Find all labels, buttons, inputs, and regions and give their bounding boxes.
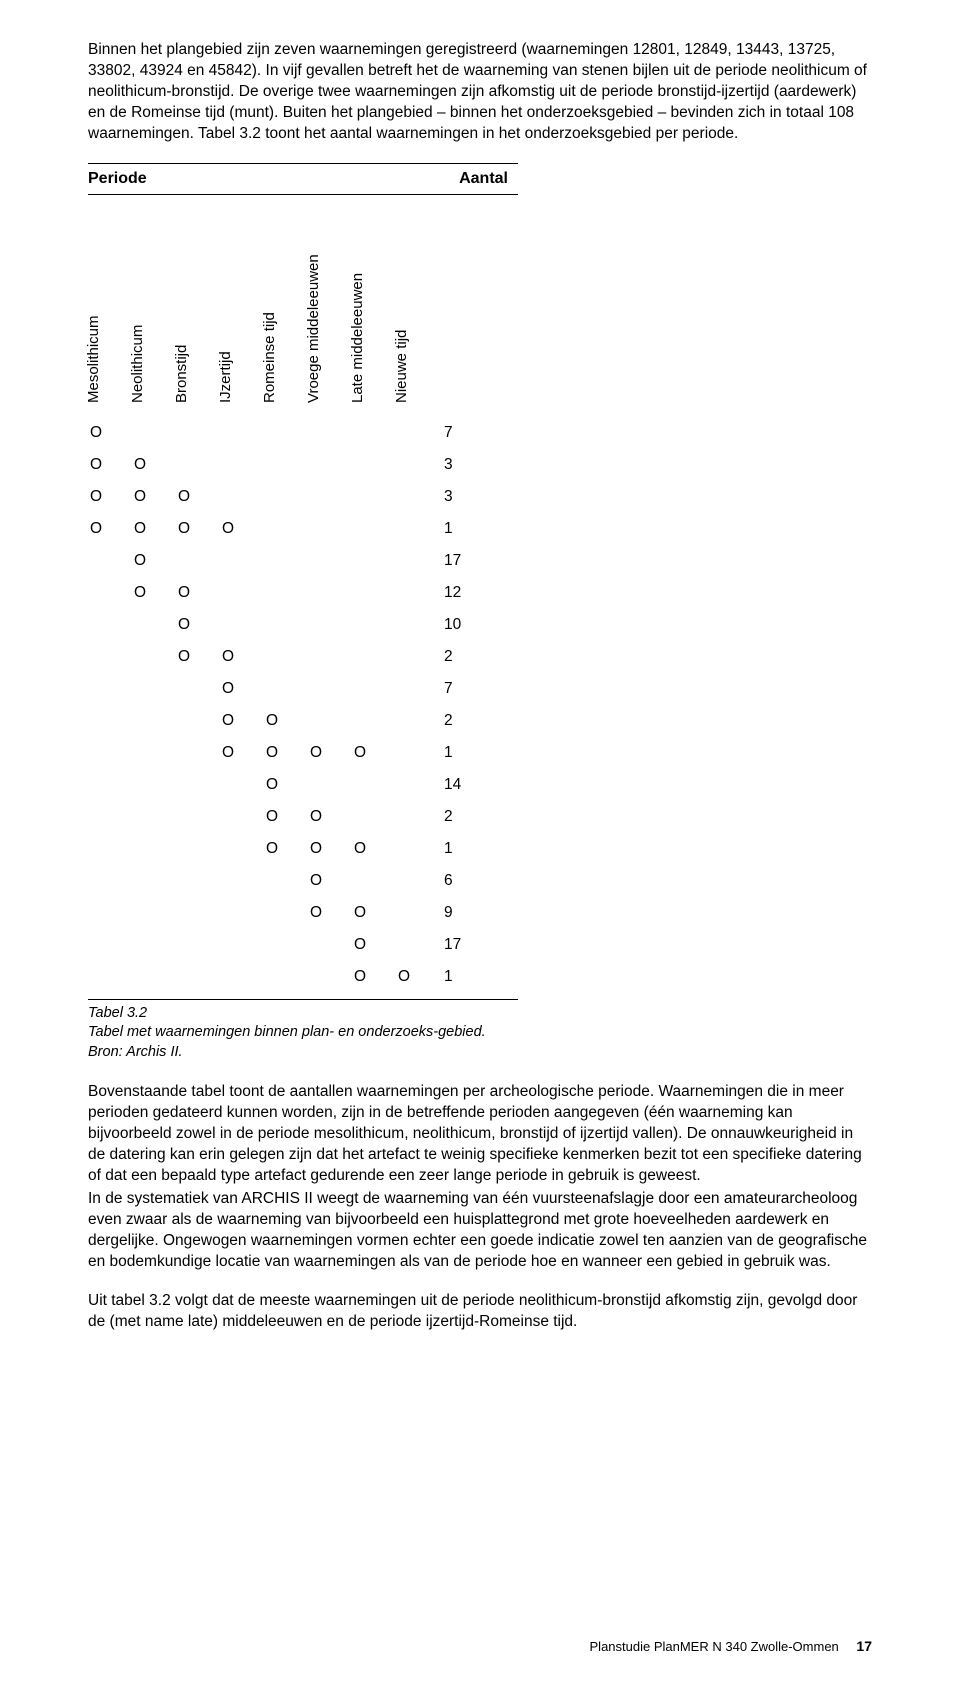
count-cell: 17 xyxy=(440,936,506,954)
table-row: O 10 xyxy=(88,609,518,641)
table-cell: O xyxy=(176,616,220,634)
table-cell: O xyxy=(88,520,132,538)
table-row: OO1 xyxy=(88,961,518,993)
table-cell: O xyxy=(132,584,176,602)
table-row: OO 3 xyxy=(88,449,518,481)
count-cell: 3 xyxy=(440,456,506,474)
table-cell: O xyxy=(220,648,264,666)
table-row: O7 xyxy=(88,673,518,705)
column-header: Neolithicum xyxy=(129,324,146,402)
table-cell: O xyxy=(176,584,220,602)
table-cell: O xyxy=(220,744,264,762)
column-header: Late middeleeuwen xyxy=(349,273,366,403)
table-cell: O xyxy=(176,648,220,666)
table-cell: O xyxy=(132,488,176,506)
count-cell: 1 xyxy=(440,968,506,986)
table-cell: O xyxy=(396,968,440,986)
table-cell: O xyxy=(176,488,220,506)
intro-paragraph: Binnen het plangebied zijn zeven waarnem… xyxy=(88,40,872,145)
table-row: O7 xyxy=(88,417,518,449)
count-cell: 7 xyxy=(440,424,506,442)
table-cell: O xyxy=(264,808,308,826)
table-cell: O xyxy=(352,968,396,986)
table-cell: O xyxy=(308,904,352,922)
table-row: OOO3 xyxy=(88,481,518,513)
table-row: OO 2 xyxy=(88,801,518,833)
table-row: OO 2 xyxy=(88,641,518,673)
footer-text: Planstudie PlanMER N 340 Zwolle-Ommen xyxy=(590,1639,839,1654)
count-cell: 3 xyxy=(440,488,506,506)
column-header: Vroege middeleeuwen xyxy=(305,254,322,403)
after-table-p3: Uit tabel 3.2 volgt dat de meeste waarne… xyxy=(88,1291,872,1333)
caption-text: Tabel met waarnemingen binnen plan- en o… xyxy=(88,1024,486,1060)
count-cell: 17 xyxy=(440,552,506,570)
table-cell: O xyxy=(308,744,352,762)
table-cell: O xyxy=(264,840,308,858)
table-cell: O xyxy=(176,520,220,538)
table-column-headers: Mesolithicum Neolithicum Bronstijd IJzertij… xyxy=(88,203,518,403)
count-cell: 2 xyxy=(440,808,506,826)
count-cell: 1 xyxy=(440,520,506,538)
column-header: Romeinse tijd xyxy=(261,312,278,403)
table-cell: O xyxy=(220,520,264,538)
table-cell: O xyxy=(88,456,132,474)
table-cell: O xyxy=(308,840,352,858)
count-cell: 12 xyxy=(440,584,506,602)
table-cell: O xyxy=(308,872,352,890)
count-cell: 9 xyxy=(440,904,506,922)
table-row: O 17 xyxy=(88,929,518,961)
table-cell: O xyxy=(352,840,396,858)
count-cell: 7 xyxy=(440,680,506,698)
table-header: Periode Aantal xyxy=(88,163,518,195)
table-row: O 17 xyxy=(88,545,518,577)
column-header: Bronstijd xyxy=(173,344,190,402)
table-cell: O xyxy=(308,808,352,826)
column-header: Mesolithicum xyxy=(85,315,102,403)
footer-page-number: 17 xyxy=(856,1638,872,1654)
table-cell: O xyxy=(220,712,264,730)
count-cell: 14 xyxy=(440,776,506,794)
table-cell: O xyxy=(88,424,132,442)
count-label: Aantal xyxy=(459,170,508,188)
table-cell: O xyxy=(352,904,396,922)
count-cell: 1 xyxy=(440,744,506,762)
count-cell: 10 xyxy=(440,616,506,634)
page-footer: Planstudie PlanMER N 340 Zwolle-Ommen 17 xyxy=(590,1638,872,1654)
caption-title: Tabel 3.2 xyxy=(88,1004,518,1024)
table-row: OOOO1 xyxy=(88,513,518,545)
table-cell: O xyxy=(132,456,176,474)
after-table-p2: In de systematiek van ARCHIS II weegt de… xyxy=(88,1189,872,1273)
table-row: O6 xyxy=(88,865,518,897)
table-row: OOOO1 xyxy=(88,737,518,769)
table-cell: O xyxy=(220,680,264,698)
table-cell: O xyxy=(132,552,176,570)
table-cell: O xyxy=(132,520,176,538)
table-row: OO 9 xyxy=(88,897,518,929)
column-header: Nieuwe tijd xyxy=(393,329,410,402)
count-cell: 6 xyxy=(440,872,506,890)
table-cell: O xyxy=(264,776,308,794)
table-cell: O xyxy=(264,744,308,762)
table-caption: Tabel 3.2 Tabel met waarnemingen binnen … xyxy=(88,999,518,1063)
table-cell: O xyxy=(352,744,396,762)
table-row: OO 2 xyxy=(88,705,518,737)
table-row: O 14 xyxy=(88,769,518,801)
table-cell: O xyxy=(88,488,132,506)
table-row: OOO1 xyxy=(88,833,518,865)
count-cell: 2 xyxy=(440,648,506,666)
table-cell: O xyxy=(264,712,308,730)
column-header: IJzertijd xyxy=(217,351,234,403)
table-row: OO 12 xyxy=(88,577,518,609)
table-cell: O xyxy=(352,936,396,954)
count-cell: 1 xyxy=(440,840,506,858)
count-cell: 2 xyxy=(440,712,506,730)
period-label: Periode xyxy=(88,170,147,188)
table-body: O7OO3OOO3OOOO1O17OO12O10OO2O7OO2OOOO1O14… xyxy=(88,417,518,993)
after-table-p1: Bovenstaande tabel toont de aantallen wa… xyxy=(88,1082,872,1187)
